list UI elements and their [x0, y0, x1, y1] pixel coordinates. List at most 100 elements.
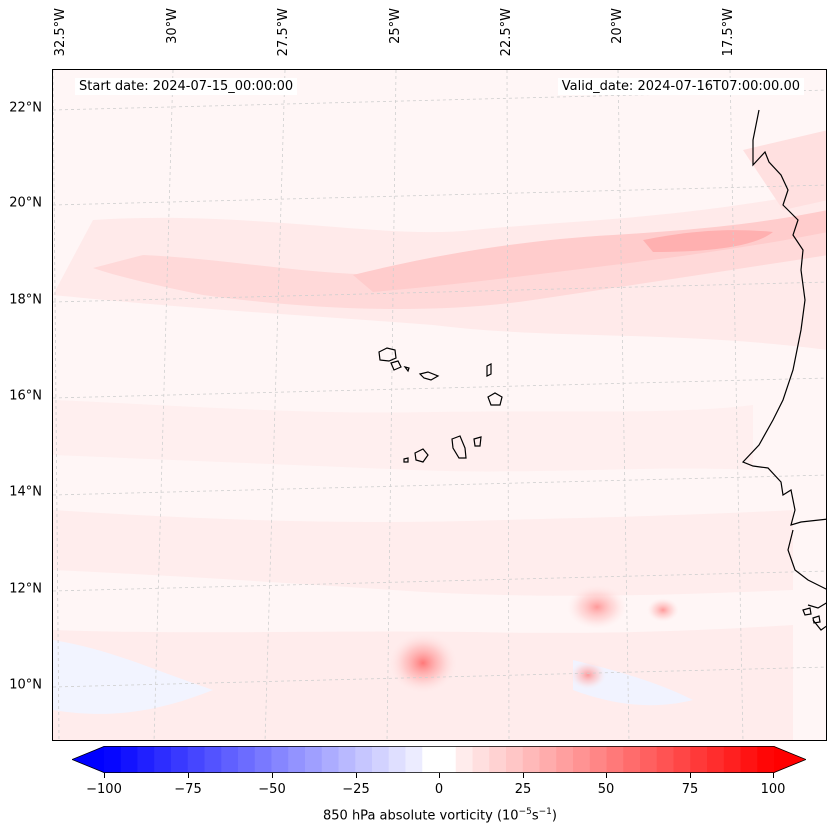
- colorbar-segment: [455, 746, 473, 773]
- colorbar-tickmark: [523, 773, 524, 778]
- colorbar-segment: [104, 746, 122, 773]
- lon-label-17-5w: 17.5°W: [721, 8, 736, 57]
- coastlines: [378, 109, 826, 631]
- cape-verde-santiago: [451, 435, 467, 459]
- colorbar-tick-label: −50: [258, 782, 286, 797]
- colorbar-label-mid: s: [531, 808, 539, 824]
- colorbar-segment: [606, 746, 624, 773]
- cape-verde-santo-antao: [378, 347, 397, 362]
- lon-label-22-5w: 22.5°W: [499, 8, 514, 57]
- colorbar-segment: [539, 746, 557, 773]
- colorbar-segment: [556, 746, 574, 773]
- map-canvas: [53, 70, 826, 740]
- colorbar-tickmark: [773, 773, 774, 778]
- lat-label-12n: 12°N: [9, 581, 42, 597]
- colorbar-tickmark: [188, 773, 189, 778]
- lat-label-20n: 20°N: [9, 195, 42, 211]
- colorbar-tickmark: [690, 773, 691, 778]
- cape-verde-maio: [473, 436, 482, 447]
- colorbar-segment: [757, 746, 775, 773]
- colorbar-tick-label: −25: [342, 782, 370, 797]
- colorbar-segment: [355, 746, 373, 773]
- colorbar-segment: [221, 746, 239, 773]
- colorbar-segment: [137, 746, 155, 773]
- colorbar-tick-label: 50: [597, 782, 615, 797]
- colorbar-segment: [640, 746, 658, 773]
- africa-coastline: [741, 109, 826, 631]
- lat-label-14n: 14°N: [9, 484, 42, 500]
- colorbar-segment: [707, 746, 725, 773]
- lon-label-32-5w: 32.5°W: [53, 8, 68, 57]
- colorbar-extend-max: [774, 746, 806, 773]
- colorbar-segment: [271, 746, 289, 773]
- colorbar-label-prefix: 850 hPa absolute vorticity (10: [323, 808, 519, 824]
- colorbar: [72, 746, 806, 773]
- lat-label-22n: 22°N: [9, 100, 42, 116]
- colorbar-segment: [238, 746, 256, 773]
- colorbar-tick-label: 0: [434, 782, 444, 797]
- cape-verde-sao-nicolau: [418, 371, 440, 381]
- colorbar-label-exp2: −1: [538, 807, 552, 817]
- colorbar-tick-label: −100: [86, 782, 122, 797]
- lon-label-27-5w: 27.5°W: [276, 8, 291, 57]
- colorbar-segment: [171, 746, 189, 773]
- colorbar-segment: [723, 746, 741, 773]
- colorbar-segment: [120, 746, 138, 773]
- colorbar-extend-min: [72, 746, 104, 773]
- colorbar-segment: [623, 746, 641, 773]
- colorbar-segment: [690, 746, 708, 773]
- colorbar-segment: [589, 746, 607, 773]
- colorbar-segment: [472, 746, 490, 773]
- colorbar-label-exp1: −5: [518, 807, 532, 817]
- lon-label-25w: 25°W: [388, 8, 403, 44]
- cape-verde-sao-vicente: [390, 360, 402, 371]
- colorbar-tickmark: [356, 773, 357, 778]
- lon-label-30w: 30°W: [165, 8, 180, 44]
- colorbar-segment: [489, 746, 507, 773]
- colorbar-segment: [573, 746, 591, 773]
- lat-label-18n: 18°N: [9, 292, 42, 308]
- colorbar-segment: [506, 746, 524, 773]
- colorbar-segment: [321, 746, 339, 773]
- colorbar-segment: [372, 746, 390, 773]
- colorbar-tick-label: 100: [760, 782, 786, 797]
- colorbar-segment: [338, 746, 356, 773]
- colorbar-tickmark: [606, 773, 607, 778]
- colorbar-segment: [740, 746, 758, 773]
- colorbar-segment: [673, 746, 691, 773]
- lat-label-16n: 16°N: [9, 388, 42, 404]
- valid-date-label: Valid_date: 2024-07-16T07:00:00.00: [557, 78, 804, 95]
- colorbar-segment: [388, 746, 406, 773]
- colorbar-tick-label: −75: [174, 782, 202, 797]
- colorbar-segment: [288, 746, 306, 773]
- vorticity-field: [53, 70, 826, 740]
- colorbar-segment: [422, 746, 440, 773]
- lat-label-10n: 10°N: [9, 677, 42, 693]
- colorbar-segment: [405, 746, 423, 773]
- graticule: [53, 70, 826, 740]
- cape-verde-boa-vista: [487, 392, 503, 406]
- start-date-label: Start date: 2024-07-15_00:00:00: [75, 78, 298, 95]
- colorbar-label: 850 hPa absolute vorticity (10−5s−1): [0, 807, 837, 823]
- colorbar-segment: [204, 746, 222, 773]
- colorbar-tickmark: [104, 773, 105, 778]
- cape-verde-fogo: [414, 448, 429, 463]
- colorbar-segment: [187, 746, 205, 773]
- colorbar-tick-label: 75: [681, 782, 699, 797]
- lon-label-20w: 20°W: [610, 8, 625, 44]
- colorbar-segment: [254, 746, 272, 773]
- cape-verde-santa-luzia: [403, 366, 410, 373]
- colorbar-tick-label: 25: [514, 782, 532, 797]
- vorticity-map: Start date: 2024-07-15_00:00:00 Valid_da…: [52, 69, 827, 741]
- colorbar-segment: [522, 746, 540, 773]
- colorbar-label-suffix: ): [551, 808, 557, 824]
- colorbar-segment: [656, 746, 674, 773]
- cape-verde-sal: [486, 363, 492, 377]
- colorbar-tickmark: [439, 773, 440, 778]
- bijagos-islands: [802, 607, 821, 624]
- colorbar-tickmark: [272, 773, 273, 778]
- colorbar-segment: [439, 746, 457, 773]
- colorbar-outline: [72, 746, 806, 773]
- cape-verde-brava: [403, 457, 409, 463]
- colorbar-segment: [305, 746, 323, 773]
